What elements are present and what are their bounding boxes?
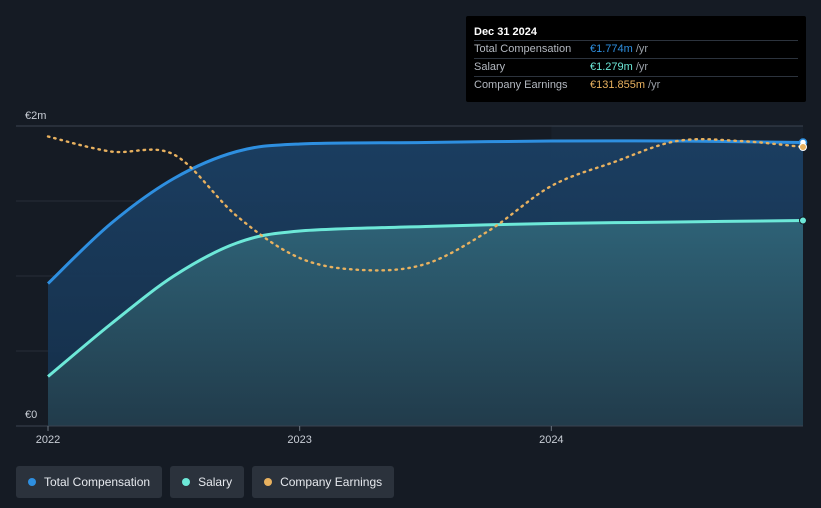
legend-dot-icon: [28, 478, 36, 486]
tooltip-row-total-compensation: Total Compensation €1.774m /yr: [474, 40, 798, 58]
salary-marker: [799, 216, 807, 225]
tooltip-unit: /yr: [648, 79, 661, 91]
tooltip-unit: /yr: [635, 43, 649, 55]
tooltip-date: Dec 31 2024: [474, 26, 537, 38]
tooltip-value: €1.774m: [590, 43, 633, 55]
tooltip-value: €131.855m: [590, 79, 646, 91]
tooltip-label: Company Earnings: [474, 79, 568, 91]
legend: Total Compensation Salary Company Earnin…: [16, 466, 395, 498]
x-tick-label: 2022: [36, 434, 60, 446]
x-tick-label: 2023: [287, 434, 311, 446]
legend-dot-icon: [182, 478, 191, 486]
legend-item-total-compensation[interactable]: Total Compensation: [16, 466, 163, 498]
company-earnings-marker: [799, 143, 807, 151]
legend-label: Salary: [198, 475, 233, 489]
legend-label: Company Earnings: [280, 475, 383, 489]
legend-dot-icon: [264, 478, 273, 486]
legend-label: Total Compensation: [44, 475, 151, 489]
x-tick-label: 2024: [539, 434, 563, 446]
tooltip-label: Salary: [474, 61, 506, 73]
tooltip-row-salary: Salary €1.279m /yr: [474, 58, 798, 76]
y-tick-label: €0: [25, 409, 37, 421]
tooltip-unit: /yr: [635, 61, 649, 73]
tooltip-value: €1.279m: [590, 61, 633, 73]
total-compensation-line: [46, 139, 804, 285]
tooltip-label: Total Compensation: [474, 43, 572, 55]
y-tick-label: €2m: [25, 110, 46, 122]
legend-item-salary[interactable]: Salary: [170, 466, 245, 498]
legend-item-company-earnings[interactable]: Company Earnings: [252, 466, 395, 498]
salary-area: [48, 220, 803, 426]
salary-line: [47, 219, 804, 378]
tooltip-row-company-earnings: Company Earnings €131.855m /yr: [474, 76, 798, 94]
tooltip: Dec 31 2024 Total Compensation €1.774m /…: [466, 16, 806, 102]
